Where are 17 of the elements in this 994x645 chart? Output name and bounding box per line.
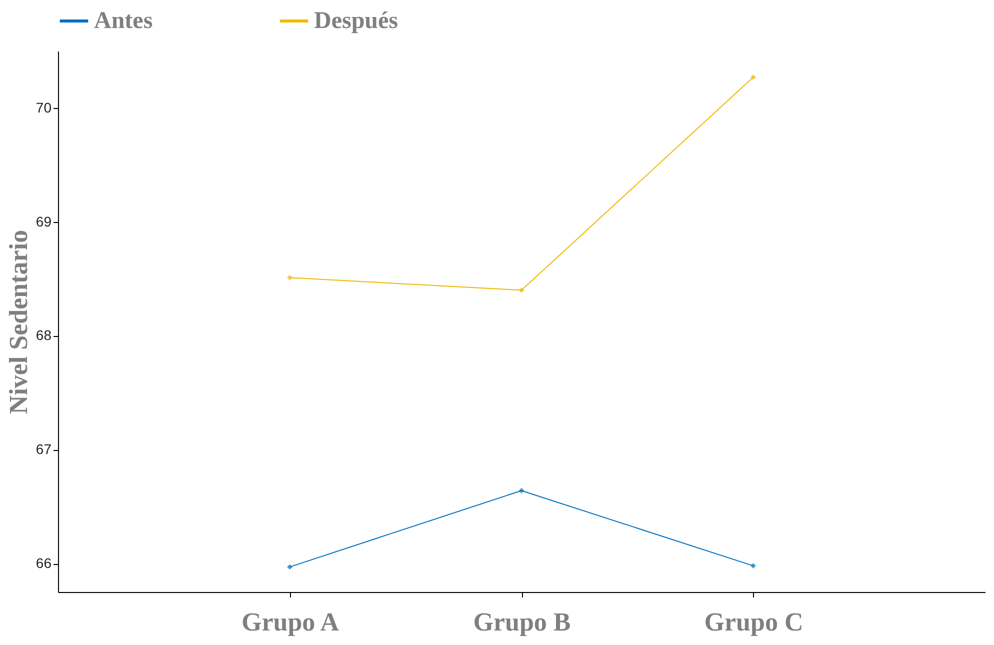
point [287,564,292,570]
x-tick-label: Grupo A [241,608,340,636]
y-tick-label: 67 [36,441,52,458]
point [750,74,756,80]
point [750,563,756,569]
legend-label: Antes [94,8,153,34]
x-tick-label: Grupo B [473,608,571,636]
y-tick-label: 70 [36,99,52,116]
y-axis-title: Nivel Sedentario [4,230,33,414]
y-tick-label: 69 [36,213,52,230]
point [518,488,524,494]
x-tick-label: Grupo C [704,608,804,636]
y-tick-label: 66 [36,555,52,572]
point [287,274,292,280]
point [518,287,524,293]
y-tick-label: 68 [36,327,52,344]
legend-label: Después [314,8,398,34]
